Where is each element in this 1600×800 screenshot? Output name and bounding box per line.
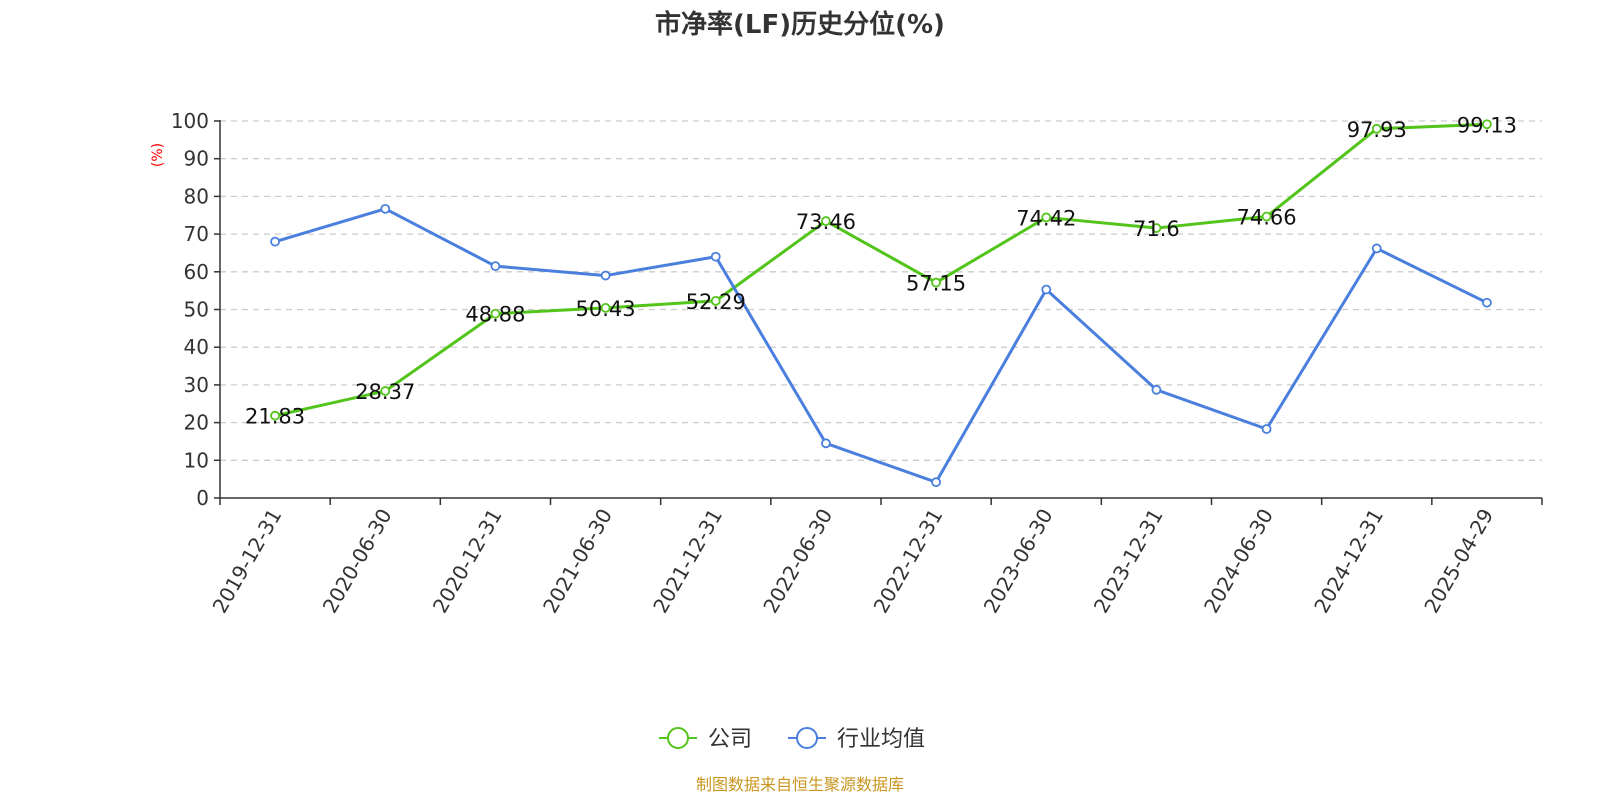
y-tick-label: 90	[184, 147, 209, 171]
data-label: 52.29	[686, 290, 746, 314]
y-tick-label: 80	[184, 184, 209, 208]
data-point	[1261, 211, 1272, 222]
data-point	[1482, 297, 1492, 308]
data-point	[380, 203, 391, 214]
data-label: 73.46	[796, 210, 856, 234]
data-label: 21.83	[245, 405, 305, 429]
y-tick-label: 100	[171, 109, 209, 133]
x-tick-label: 2022-12-31	[869, 505, 948, 618]
data-point	[710, 251, 721, 262]
data-point	[931, 277, 941, 288]
data-point	[931, 477, 941, 488]
x-tick-label: 2020-12-31	[428, 505, 507, 618]
y-tick-label: 50	[184, 298, 209, 322]
series-line-company	[274, 122, 1487, 418]
data-point	[600, 270, 611, 281]
data-label: 74.42	[1016, 206, 1076, 230]
axes: 0 10 20 30 40 50 60 70 80 90 100 2019-12-31 2020-06-…	[171, 109, 1543, 618]
data-point	[380, 386, 391, 396]
data-label: 48.88	[465, 303, 525, 327]
x-tick-label: 2023-12-31	[1089, 505, 1168, 618]
y-tick-label: 10	[184, 448, 209, 472]
legend-symbol	[796, 727, 818, 749]
data-point	[270, 236, 280, 247]
data-label: 99.13	[1457, 113, 1517, 137]
x-tick-label: 2023-06-30	[979, 505, 1058, 618]
data-label: 50.43	[576, 297, 636, 321]
legend: 公司 行业均值	[659, 727, 925, 752]
x-tick-label: 2024-06-30	[1199, 505, 1278, 618]
y-tick-label: 40	[184, 335, 209, 359]
data-label: 28.37	[355, 380, 415, 404]
data-point	[1261, 424, 1272, 434]
data-point	[1151, 384, 1162, 395]
legend-item-industry-average: 行业均值	[788, 727, 925, 752]
series-layer	[270, 119, 1492, 488]
y-axis-label: (%)	[150, 143, 166, 167]
data-label: 74.66	[1237, 206, 1297, 230]
data-point	[1371, 243, 1382, 254]
x-tick-label: 2024-12-31	[1309, 505, 1388, 618]
data-point	[1482, 119, 1492, 130]
data-point	[710, 295, 721, 306]
data-labels: 21.83 28.37 48.88 50.43 52.29 73.46 57.15 74.42…	[245, 113, 1517, 428]
x-tick-label: 2020-06-30	[318, 505, 397, 618]
series-line-industry-average	[274, 207, 1488, 484]
x-tick-label: 2021-06-30	[538, 505, 617, 618]
x-tick-label: 2019-12-31	[208, 505, 287, 618]
data-point	[1151, 223, 1162, 233]
data-point	[490, 308, 501, 319]
y-tick-label: 0	[196, 486, 209, 510]
grid-lines	[220, 120, 1542, 461]
x-tick-label: 2025-04-29	[1419, 505, 1498, 618]
data-point	[490, 261, 501, 272]
data-point	[1041, 284, 1052, 295]
data-label: 97.93	[1347, 118, 1407, 142]
source-note: 制图数据来自恒生聚源数据库	[696, 775, 904, 794]
chart-title: 市净率(LF)历史分位(%)	[655, 9, 945, 40]
y-tick-label: 20	[184, 411, 209, 435]
legend-label: 行业均值	[837, 727, 925, 752]
data-point	[270, 410, 280, 421]
data-label: 57.15	[906, 272, 966, 296]
data-point	[600, 302, 611, 313]
y-tick-label: 30	[184, 373, 209, 397]
legend-symbol	[667, 727, 689, 749]
data-point	[821, 438, 831, 449]
data-label: 71.6	[1133, 217, 1180, 241]
data-point	[1041, 212, 1052, 223]
data-point	[1371, 123, 1382, 134]
data-point	[821, 216, 831, 226]
x-tick-label: 2021-12-31	[648, 505, 727, 618]
y-tick-label: 60	[184, 260, 209, 284]
y-tick-label: 70	[184, 222, 209, 246]
legend-label: 公司	[708, 727, 752, 752]
x-tick-label: 2022-06-30	[758, 505, 837, 618]
legend-item-company: 公司	[659, 727, 752, 752]
